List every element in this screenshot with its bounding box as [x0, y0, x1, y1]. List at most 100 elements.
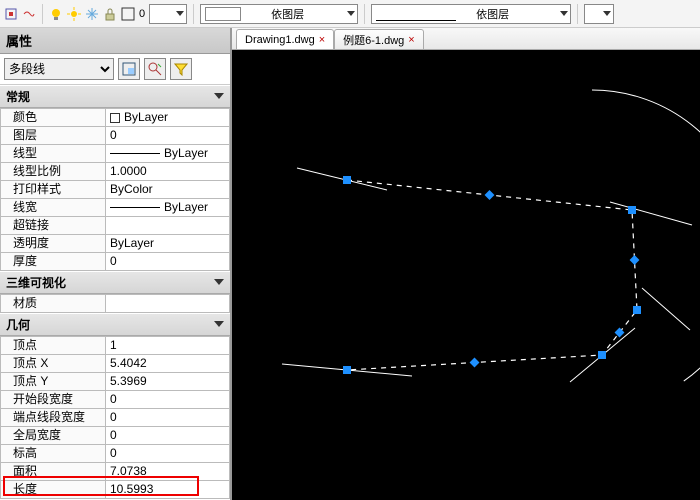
color-icon[interactable]	[121, 7, 135, 21]
link-icon[interactable]	[22, 7, 36, 21]
bulb-icon[interactable]	[49, 7, 63, 21]
prop-value[interactable]: 10.5993	[106, 481, 230, 499]
general-row[interactable]: 线型比例1.0000	[1, 163, 230, 181]
general-row[interactable]: 线宽ByLayer	[1, 199, 230, 217]
prop-value[interactable]: 5.3969	[106, 373, 230, 391]
drawing-viewport[interactable]	[232, 50, 700, 500]
midpoint-grip[interactable]	[630, 255, 640, 265]
top-toolbar: 0 依图层 依图层	[0, 0, 700, 28]
prop-key: 图层	[1, 127, 106, 145]
geom-row[interactable]: 全局宽度0	[1, 427, 230, 445]
prop-value[interactable]: ByLayer	[106, 235, 230, 253]
midpoint-grip[interactable]	[615, 328, 625, 338]
prop-key: 长度	[1, 481, 106, 499]
vertex-grip[interactable]	[598, 351, 606, 359]
ext-line	[297, 168, 387, 190]
prop-key: 顶点 X	[1, 355, 106, 373]
config-icon[interactable]	[4, 7, 18, 21]
close-icon[interactable]: ×	[408, 34, 414, 46]
general-row[interactable]: 颜色ByLayer	[1, 109, 230, 127]
entity-type-select[interactable]: 多段线	[4, 58, 114, 80]
vertex-grip[interactable]	[628, 206, 636, 214]
freeze-icon[interactable]	[85, 7, 99, 21]
prop-value[interactable]: 0	[106, 445, 230, 463]
document-tabs: Drawing1.dwg ×例题6-1.dwg ×	[232, 28, 700, 50]
section-3dvis[interactable]: 三维可视化	[0, 271, 230, 294]
prop-value[interactable]: 0	[106, 253, 230, 271]
vis-row[interactable]: 材质	[1, 295, 230, 313]
prop-value[interactable]	[106, 217, 230, 235]
color-dropdown[interactable]: 依图层	[200, 4, 358, 24]
prop-key: 面积	[1, 463, 106, 481]
tab-label: Drawing1.dwg	[245, 34, 315, 46]
prop-key: 透明度	[1, 235, 106, 253]
sun-icon[interactable]	[67, 7, 81, 21]
geom-row[interactable]: 顶点1	[1, 337, 230, 355]
prop-value[interactable]: ByLayer	[106, 145, 230, 163]
properties-panel: 属性 多段线 常规 颜色ByLayer图层0线型ByLayer线型比例1.000…	[0, 28, 232, 500]
prop-key: 顶点 Y	[1, 373, 106, 391]
filter-icon[interactable]	[170, 58, 192, 80]
general-row[interactable]: 打印样式ByColor	[1, 181, 230, 199]
ext-line	[642, 288, 690, 330]
prop-value[interactable]: 1.0000	[106, 163, 230, 181]
prop-value[interactable]: 0	[106, 427, 230, 445]
general-row[interactable]: 透明度ByLayer	[1, 235, 230, 253]
quick-select-icon[interactable]	[144, 58, 166, 80]
prop-key: 材质	[1, 295, 106, 313]
prop-value[interactable]: ByLayer	[106, 199, 230, 217]
linetype-dropdown[interactable]: 依图层	[371, 4, 571, 24]
midpoint-grip[interactable]	[485, 190, 495, 200]
geom-row[interactable]: 开始段宽度0	[1, 391, 230, 409]
grid-general: 颜色ByLayer图层0线型ByLayer线型比例1.0000打印样式ByCol…	[0, 108, 230, 271]
prop-value[interactable]: 7.0738	[106, 463, 230, 481]
geom-row[interactable]: 端点线段宽度0	[1, 409, 230, 427]
prop-key: 线型比例	[1, 163, 106, 181]
general-row[interactable]: 厚度0	[1, 253, 230, 271]
prop-value[interactable]: 0	[106, 127, 230, 145]
panel-tools: 多段线	[0, 54, 230, 85]
geom-row[interactable]: 标高0	[1, 445, 230, 463]
prop-key: 线宽	[1, 199, 106, 217]
geom-row[interactable]: 面积7.0738	[1, 463, 230, 481]
prop-value[interactable]: ByLayer	[106, 109, 230, 127]
document-tab[interactable]: Drawing1.dwg ×	[236, 29, 334, 49]
vertex-grip[interactable]	[343, 366, 351, 374]
grid-vis: 材质	[0, 294, 230, 313]
section-geometry[interactable]: 几何	[0, 313, 230, 336]
general-row[interactable]: 图层0	[1, 127, 230, 145]
prop-value[interactable]: 1	[106, 337, 230, 355]
general-row[interactable]: 线型ByLayer	[1, 145, 230, 163]
prop-key: 打印样式	[1, 181, 106, 199]
toggle-pip-icon[interactable]	[118, 58, 140, 80]
document-tab[interactable]: 例题6-1.dwg ×	[334, 29, 424, 49]
prop-value[interactable]: 0	[106, 409, 230, 427]
prop-key: 标高	[1, 445, 106, 463]
selected-polyline[interactable]	[347, 180, 637, 370]
panel-title: 属性	[0, 28, 230, 54]
prop-value[interactable]: 5.4042	[106, 355, 230, 373]
close-icon[interactable]: ×	[319, 34, 325, 46]
general-row[interactable]: 超链接	[1, 217, 230, 235]
ext-line	[610, 202, 692, 225]
prop-key: 厚度	[1, 253, 106, 271]
vertex-grip[interactable]	[343, 176, 351, 184]
section-general[interactable]: 常规	[0, 85, 230, 108]
prop-value[interactable]: 0	[106, 391, 230, 409]
layer-index-label: 0	[139, 8, 145, 20]
geom-row[interactable]: 顶点 Y5.3969	[1, 373, 230, 391]
prop-key: 超链接	[1, 217, 106, 235]
vertex-grip[interactable]	[633, 306, 641, 314]
prop-value[interactable]: ByColor	[106, 181, 230, 199]
geom-row[interactable]: 顶点 X5.4042	[1, 355, 230, 373]
midpoint-grip[interactable]	[470, 358, 480, 368]
lock-icon[interactable]	[103, 7, 117, 21]
prop-value[interactable]	[106, 295, 230, 313]
prop-key: 顶点	[1, 337, 106, 355]
geom-row[interactable]: 长度10.5993	[1, 481, 230, 499]
drawing-svg	[232, 50, 700, 500]
extra-dropdown[interactable]	[584, 4, 614, 24]
grid-geom: 顶点1顶点 X5.4042顶点 Y5.3969开始段宽度0端点线段宽度0全局宽度…	[0, 336, 230, 499]
layer-mini-dropdown[interactable]	[149, 4, 187, 24]
prop-key: 全局宽度	[1, 427, 106, 445]
